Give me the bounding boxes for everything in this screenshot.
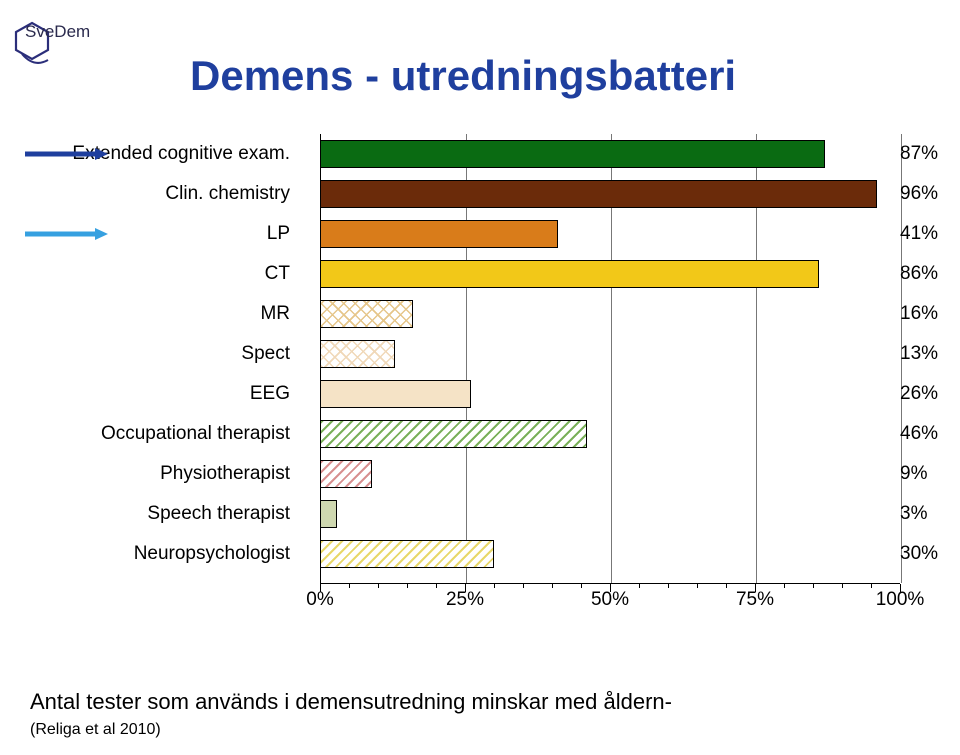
footer-text: Antal tester som används i demensutredni… bbox=[30, 689, 672, 715]
footer-citation: (Religa et al 2010) bbox=[30, 721, 161, 739]
category-label: CT bbox=[265, 263, 290, 285]
value-label: 87% bbox=[900, 143, 938, 165]
bar bbox=[320, 140, 825, 168]
arrow-icon bbox=[20, 146, 110, 162]
bar bbox=[320, 460, 372, 488]
category-label: MR bbox=[260, 303, 290, 325]
category-label: Neuropsychologist bbox=[134, 543, 290, 565]
category-label: Occupational therapist bbox=[101, 423, 290, 445]
utredningsbatteri-chart: Extended cognitive exam.87%Clin. chemist… bbox=[20, 134, 940, 624]
bar bbox=[320, 380, 471, 408]
category-label: Physiotherapist bbox=[160, 463, 290, 485]
bar bbox=[320, 540, 494, 568]
x-axis-label: 100% bbox=[876, 589, 925, 611]
value-label: 96% bbox=[900, 183, 938, 205]
value-label: 3% bbox=[900, 503, 927, 525]
category-label: Spect bbox=[241, 343, 290, 365]
logo-text: SveDem bbox=[25, 22, 90, 42]
bar bbox=[320, 420, 587, 448]
bar bbox=[320, 260, 819, 288]
bar bbox=[320, 500, 337, 528]
value-label: 9% bbox=[900, 463, 927, 485]
category-label: Clin. chemistry bbox=[165, 183, 290, 205]
bar bbox=[320, 220, 558, 248]
value-label: 16% bbox=[900, 303, 938, 325]
x-axis-label: 0% bbox=[306, 589, 333, 611]
category-label: Speech therapist bbox=[147, 503, 290, 525]
bar bbox=[320, 180, 877, 208]
category-label: EEG bbox=[250, 383, 290, 405]
x-axis-label: 75% bbox=[736, 589, 774, 611]
arrow-icon bbox=[20, 226, 110, 242]
value-label: 13% bbox=[900, 343, 938, 365]
category-label: LP bbox=[267, 223, 290, 245]
value-label: 26% bbox=[900, 383, 938, 405]
value-label: 46% bbox=[900, 423, 938, 445]
value-label: 41% bbox=[900, 223, 938, 245]
value-label: 86% bbox=[900, 263, 938, 285]
bar bbox=[320, 340, 395, 368]
x-axis-label: 25% bbox=[446, 589, 484, 611]
x-axis-label: 50% bbox=[591, 589, 629, 611]
page-title: Demens - utredningsbatteri bbox=[190, 52, 736, 100]
bar bbox=[320, 300, 413, 328]
value-label: 30% bbox=[900, 543, 938, 565]
